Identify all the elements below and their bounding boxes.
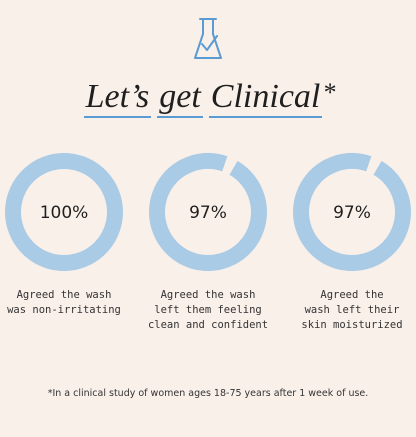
caption-line: Agreed the — [320, 289, 384, 301]
percent-label: 97% — [333, 203, 371, 223]
caption-line: wash left their — [304, 304, 400, 316]
ring-chart: 97% — [149, 153, 267, 271]
caption-line: Agreed the wash — [160, 289, 256, 301]
title-word: get — [157, 78, 203, 119]
ring-chart: 97% — [293, 153, 411, 271]
title: Let’s get Clinical* — [0, 78, 416, 119]
caption: Agreed the wash left them feeling clean an… — [138, 288, 278, 333]
footnote: *In a clinical study of women ages 18-75… — [47, 388, 369, 399]
caption-line: Agreed the wash — [16, 289, 112, 301]
stat: 100% Agreed the wash was non-irritating — [0, 150, 134, 318]
caption-line: left them feeling — [154, 304, 262, 316]
percent-label: 97% — [189, 203, 227, 223]
caption: Agreed the wash left their skin moisturize… — [282, 288, 416, 333]
ring — [149, 153, 267, 271]
flask-icon — [194, 18, 222, 59]
stat: 97% Agreed the wash left them feeling clean… — [138, 150, 278, 333]
title-word: Let’s — [83, 78, 152, 119]
ring — [5, 153, 123, 271]
percent-label: 100% — [40, 203, 89, 223]
title-word: Clinical — [208, 78, 323, 119]
ring — [293, 153, 411, 271]
caption: Agreed the wash was non-irritating — [0, 288, 134, 318]
caption-line: skin moisturized — [301, 319, 403, 331]
caption-line: was non-irritating — [7, 304, 121, 316]
title-mark: * — [322, 78, 336, 107]
ring-chart: 100% — [5, 153, 123, 271]
stat: 97% Agreed the wash left their skin moistur… — [282, 150, 416, 333]
caption-line: clean and confident — [147, 319, 269, 331]
